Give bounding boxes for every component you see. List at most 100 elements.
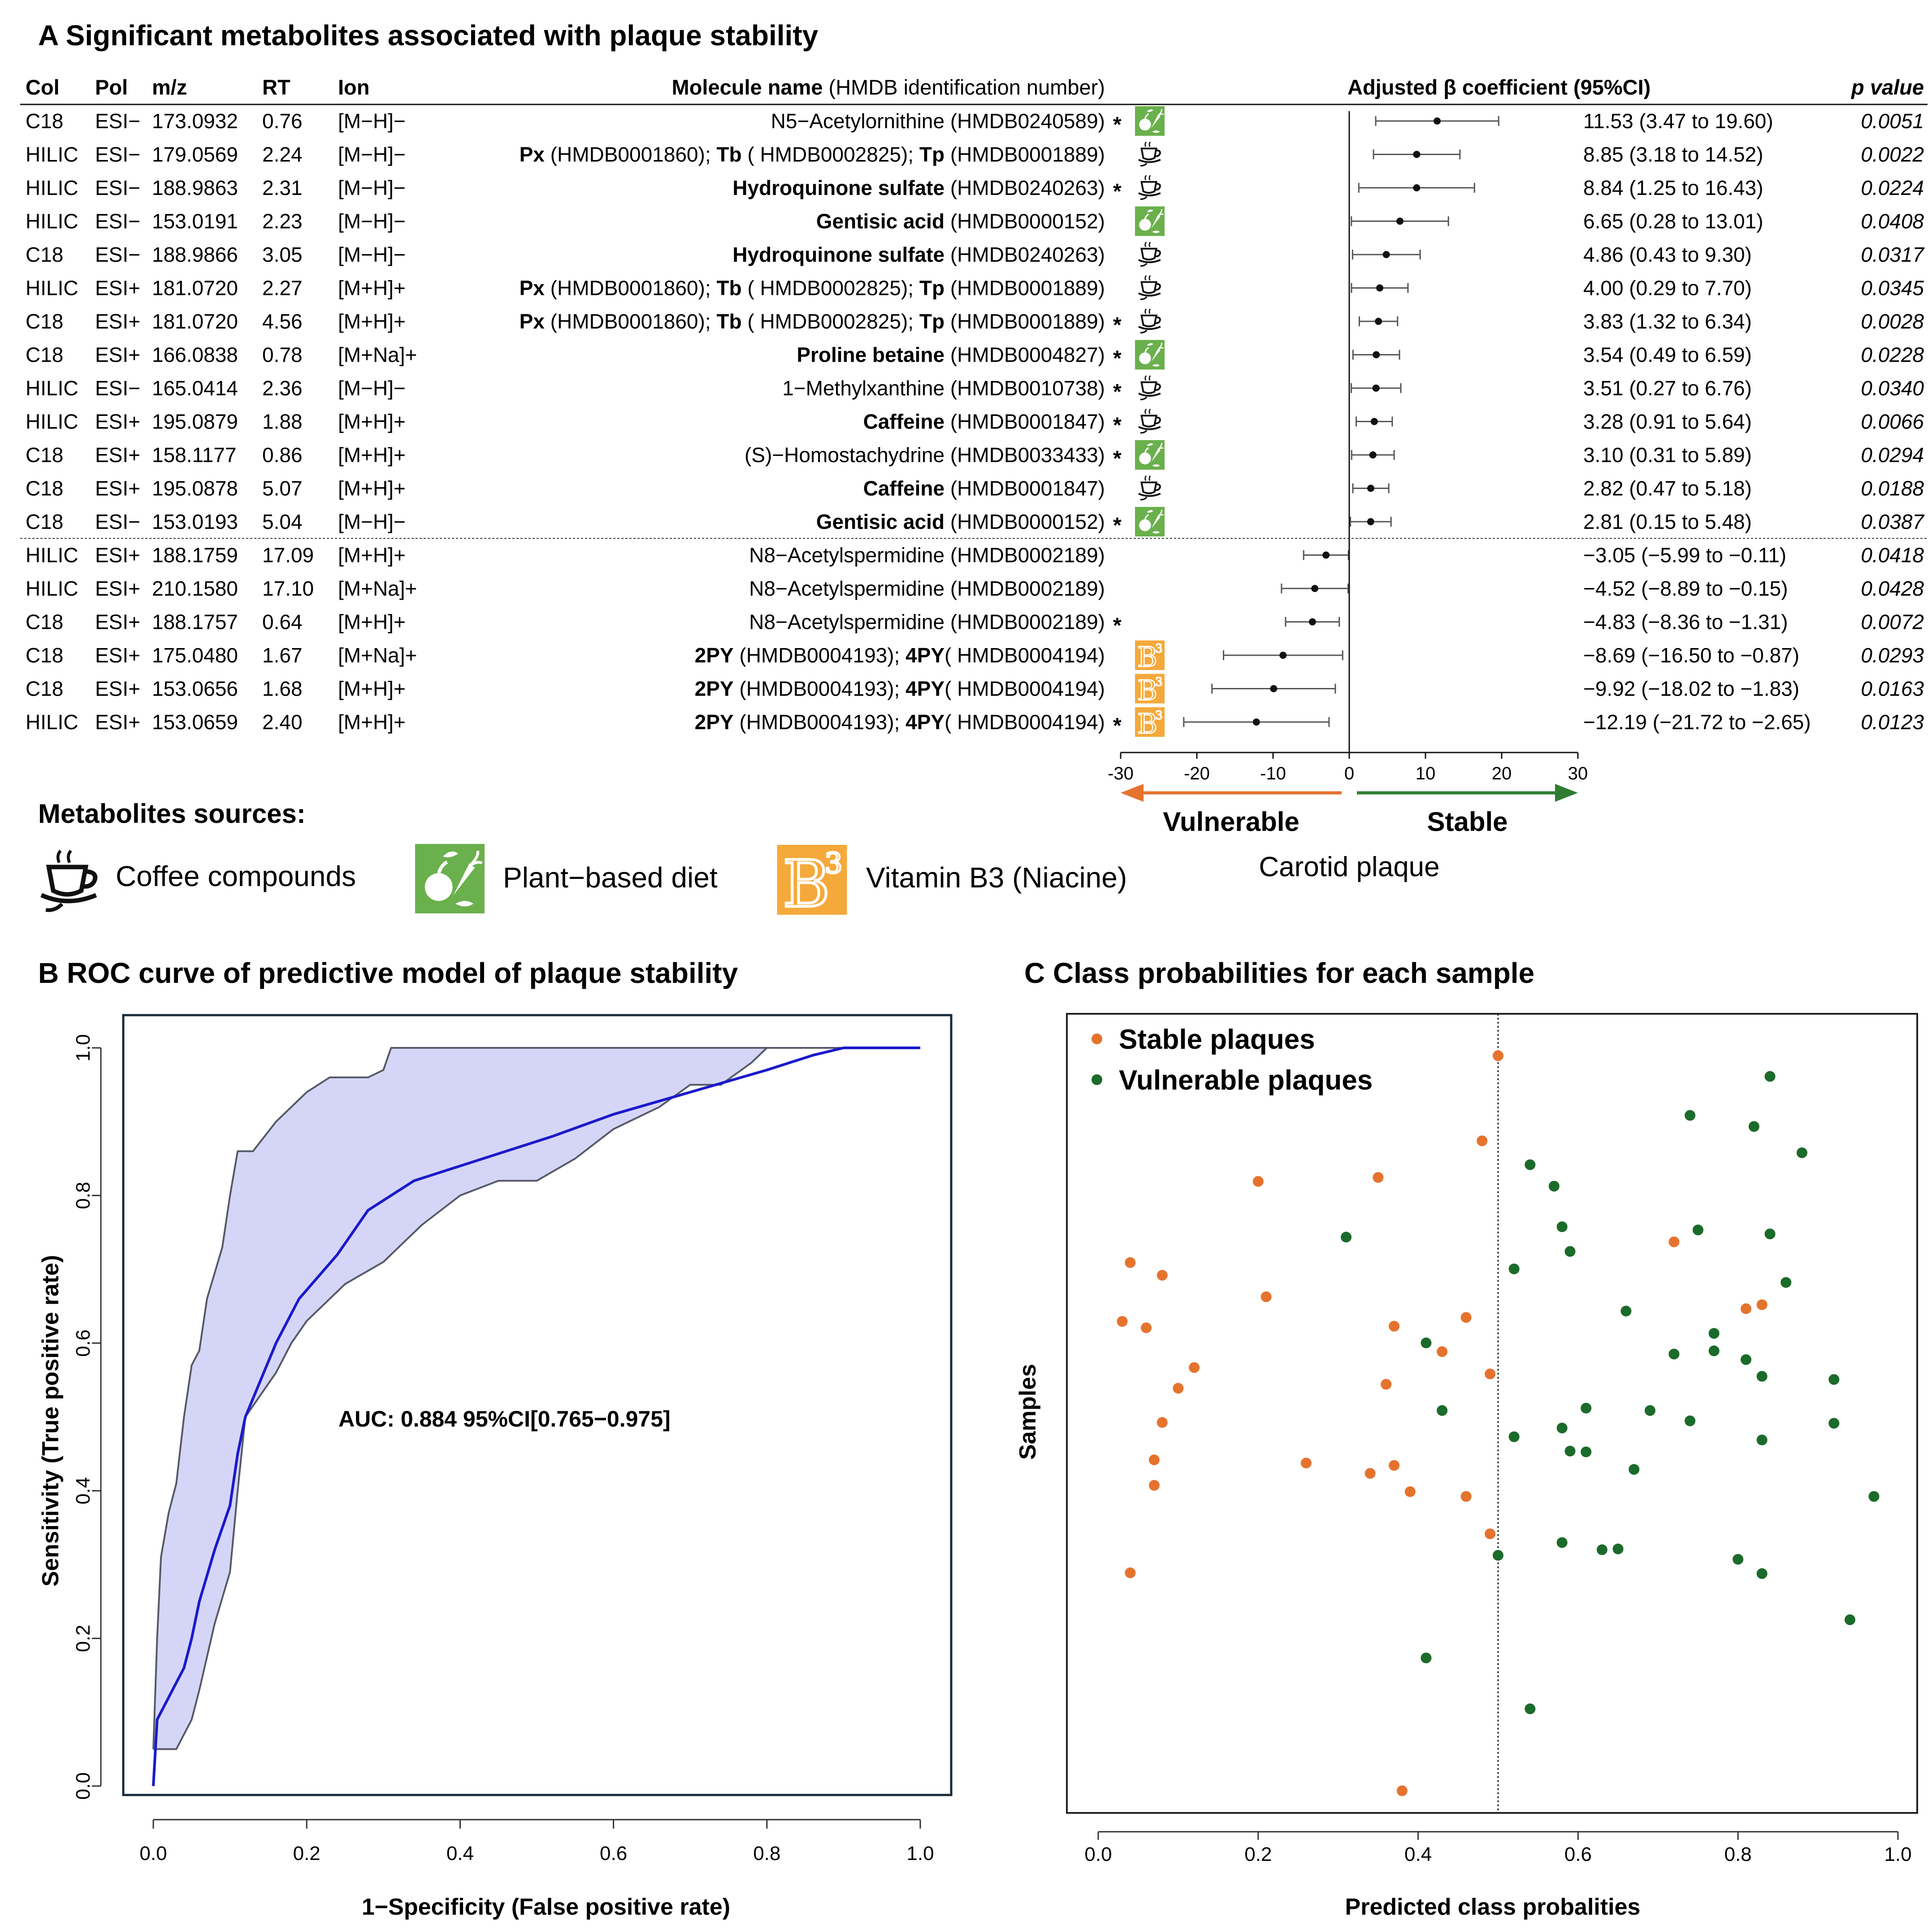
sample-point bbox=[1733, 1554, 1744, 1565]
cell-molecule: Caffeine (HMDB0001847) bbox=[863, 477, 1105, 500]
cell-p-value: 0.0163 bbox=[1861, 677, 1924, 701]
cell-mz: 153.0193 bbox=[152, 510, 238, 533]
roc-y-tick-label: 0.0 bbox=[72, 1772, 94, 1799]
roc-y-tick-label: 0.8 bbox=[72, 1182, 94, 1209]
cell-ion: [M+H]+ bbox=[338, 610, 406, 634]
sample-point bbox=[1125, 1567, 1136, 1579]
molecule-part: 4PY bbox=[905, 677, 944, 701]
cell-beta-ci: 2.82 (0.47 to 5.18) bbox=[1583, 477, 1752, 500]
sample-point bbox=[1708, 1328, 1720, 1339]
sample-point bbox=[1404, 1486, 1416, 1497]
table-row: C18 ESI+ 188.1757 0.64 [M+H]+ N8−Acetylspermi… bbox=[26, 610, 1924, 638]
sample-point bbox=[1828, 1374, 1840, 1385]
forest-row bbox=[1375, 116, 1499, 126]
molecule-part: (HMDB0010738) bbox=[944, 376, 1105, 400]
cell-molecule: 2PY (HMDB0004193); 4PY( HMDB0004194) bbox=[695, 710, 1105, 734]
cell-col: C18 bbox=[26, 443, 63, 467]
cell-ion: [M+H]+ bbox=[338, 443, 406, 467]
sample-point bbox=[1612, 1544, 1624, 1555]
coffee-cup-icon bbox=[1139, 276, 1161, 299]
legend-marker bbox=[1092, 1074, 1102, 1085]
class-probability-chart: Stable plaques Vulnerable plaques 0.0 0.2 0.… bbox=[1015, 1013, 1918, 1920]
cell-rt: 2.27 bbox=[262, 277, 303, 300]
cell-ion: [M−H]− bbox=[338, 176, 406, 199]
molecule-part: Hydroquinone sulfate bbox=[732, 176, 944, 199]
cell-col: C18 bbox=[26, 109, 63, 133]
molecule-part: (HMDB0001847) bbox=[944, 477, 1105, 500]
cell-ion: [M+H]+ bbox=[338, 277, 406, 300]
scatter-x-tick-label: 0.0 bbox=[1084, 1843, 1112, 1865]
molecule-part: Tb bbox=[716, 310, 741, 333]
molecule-part: Tb bbox=[716, 143, 741, 166]
roc-x-tick-label: 0.2 bbox=[293, 1842, 321, 1864]
cell-ion: [M+H]+ bbox=[338, 677, 406, 701]
molecule-part: (HMDB0000152) bbox=[944, 510, 1105, 533]
sample-point bbox=[1868, 1491, 1880, 1502]
coffee-cup-icon bbox=[1139, 175, 1161, 199]
cell-beta-ci: −8.69 (−16.50 to −0.87) bbox=[1583, 644, 1799, 667]
molecule-part: Gentisic acid bbox=[816, 510, 944, 533]
cell-beta-ci: 3.28 (0.91 to 5.64) bbox=[1583, 410, 1752, 433]
beta-point bbox=[1434, 117, 1441, 125]
cell-molecule: N8−Acetylspermidine (HMDB0002189) bbox=[749, 577, 1105, 600]
molecule-part: Caffeine bbox=[863, 477, 944, 500]
sample-point bbox=[1381, 1379, 1392, 1390]
sample-point bbox=[1148, 1480, 1160, 1491]
sample-point bbox=[1373, 1172, 1384, 1183]
molecule-part: N8−Acetylspermidine bbox=[749, 610, 944, 634]
cell-pol: ESI− bbox=[95, 143, 140, 166]
table-row: C18 ESI+ 175.0480 1.67 [M+Na]+ 2PY (HMDB00041… bbox=[26, 640, 1924, 670]
scatter-x-tick-label: 0.4 bbox=[1404, 1843, 1432, 1865]
cell-p-value: 0.0293 bbox=[1861, 644, 1924, 667]
panel-c-title: C Class probabilities for each sample bbox=[1024, 957, 1534, 989]
forest-row bbox=[1351, 283, 1409, 293]
cell-beta-ci: 3.51 (0.27 to 6.76) bbox=[1583, 376, 1752, 400]
beta-point bbox=[1369, 451, 1377, 458]
cell-col: HILIC bbox=[26, 176, 78, 199]
cell-pol: ESI− bbox=[95, 376, 140, 400]
molecule-part: (HMDB0002189) bbox=[944, 610, 1105, 634]
molecule-part: Caffeine bbox=[863, 410, 944, 433]
legend-label: Vulnerable plaques bbox=[1119, 1065, 1373, 1096]
molecule-part: 2PY bbox=[695, 677, 734, 701]
coffee-cup-icon bbox=[1139, 409, 1161, 433]
header-molecule-rest: (HMDB identification number) bbox=[829, 75, 1105, 99]
cell-pol: ESI− bbox=[95, 210, 140, 233]
cell-mz: 153.0656 bbox=[152, 677, 238, 701]
plant-diet-icon bbox=[1135, 340, 1165, 370]
cell-col: C18 bbox=[26, 677, 63, 701]
cell-p-value: 0.0072 bbox=[1861, 610, 1924, 634]
sample-point bbox=[1460, 1491, 1472, 1502]
molecule-part: Hydroquinone sulfate bbox=[732, 243, 944, 266]
cell-p-value: 0.0345 bbox=[1861, 277, 1924, 300]
cell-beta-ci: −3.05 (−5.99 to −0.11) bbox=[1583, 544, 1786, 567]
vulnerable-arrow-head bbox=[1121, 784, 1144, 802]
table-header: Col Pol m/z RT Ion Molecule name (HMDB i… bbox=[26, 75, 1924, 99]
sample-point bbox=[1493, 1550, 1503, 1561]
sample-point bbox=[1157, 1417, 1168, 1428]
carotid-plaque-caption: Carotid plaque bbox=[1259, 852, 1439, 882]
sample-point bbox=[1141, 1322, 1152, 1333]
forest-row bbox=[1223, 650, 1343, 660]
cell-rt: 2.36 bbox=[262, 376, 303, 400]
molecule-part: 4PY bbox=[905, 644, 944, 667]
sample-point bbox=[1157, 1270, 1168, 1281]
cell-beta-ci: −4.52 (−8.89 to −0.15) bbox=[1583, 577, 1788, 600]
sample-point bbox=[1460, 1312, 1472, 1323]
coffee-cup-icon bbox=[1139, 376, 1161, 399]
sample-point bbox=[1756, 1434, 1767, 1445]
molecule-part: (HMDB0002189) bbox=[944, 544, 1105, 567]
sample-point bbox=[1564, 1246, 1576, 1257]
roc-y-axis-title: Sensitivity (True positive rate) bbox=[38, 1255, 64, 1587]
vitamin-b3-icon bbox=[1134, 674, 1165, 704]
cell-col: C18 bbox=[26, 477, 63, 500]
cell-p-value: 0.0188 bbox=[1861, 477, 1924, 500]
scatter-x-tick-label: 1.0 bbox=[1884, 1843, 1911, 1865]
forest-row bbox=[1355, 416, 1393, 427]
cell-ion: [M−H]− bbox=[338, 143, 406, 166]
molecule-part: (HMDB0004193); bbox=[734, 677, 906, 701]
cell-pol: ESI+ bbox=[95, 677, 140, 701]
sample-point bbox=[1421, 1337, 1432, 1349]
cell-molecule: Hydroquinone sulfate (HMDB0240263) bbox=[732, 176, 1105, 199]
cell-rt: 2.23 bbox=[262, 210, 303, 233]
